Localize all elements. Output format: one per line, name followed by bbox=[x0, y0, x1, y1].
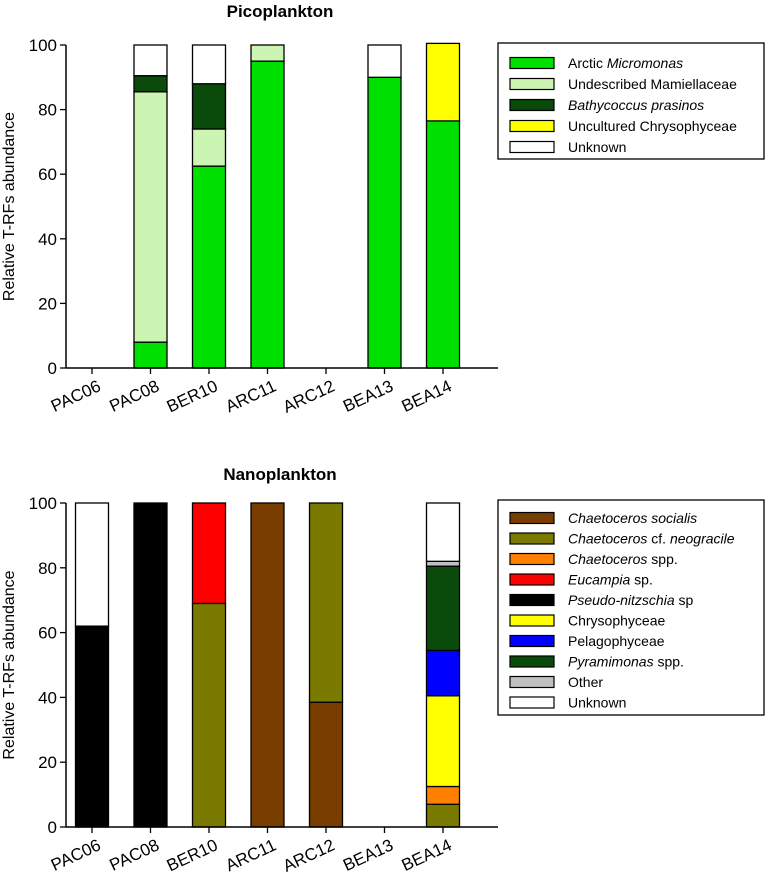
bar-pac06-pseudo-nitzschia-sp bbox=[74, 625, 110, 828]
y-tick-label: 80 bbox=[38, 559, 57, 578]
y-tick-label: 20 bbox=[38, 294, 57, 313]
y-tick-label: 40 bbox=[38, 230, 57, 249]
bar-bea14-chrysophyceae bbox=[425, 695, 461, 788]
x-tick-label: ARC11 bbox=[223, 376, 280, 416]
x-tick-label: PAC08 bbox=[106, 376, 162, 415]
legend-swatch-pelagophyceae bbox=[509, 634, 555, 648]
x-tick-label: BEA13 bbox=[340, 835, 396, 875]
bar-arc11-arctic-micromonas bbox=[250, 60, 285, 369]
bar-bea14-unknown bbox=[425, 502, 461, 562]
y-axis-label: Relative T-RFs abundance bbox=[1, 570, 18, 759]
chart-title: Nanoplankton bbox=[223, 465, 336, 484]
x-tick-label: BER10 bbox=[164, 835, 221, 875]
legend-swatch-unknown bbox=[509, 696, 555, 709]
bar-bea14-chaetoceros-spp bbox=[425, 785, 461, 805]
y-tick-label: 0 bbox=[48, 359, 57, 378]
x-tick-label: ARC11 bbox=[223, 835, 280, 875]
x-tick-label: ARC12 bbox=[280, 835, 338, 875]
legend-swatch-uncultured-chrysophyceae bbox=[509, 119, 555, 133]
y-tick-label: 80 bbox=[38, 101, 57, 120]
legend-swatch-chaetoceros-cf-neogracile bbox=[509, 532, 555, 545]
bar-pac08-bathycoccus-prasinos bbox=[133, 75, 168, 93]
bar-bea14-arctic-micromonas bbox=[425, 120, 461, 369]
bar-arc12-chaetoceros-socialis bbox=[308, 701, 344, 828]
bar-pac08-unknown bbox=[133, 44, 168, 77]
bar-pac08-pseudo-nitzschia-sp bbox=[133, 502, 168, 828]
legend-label-arctic-micromonas: Arctic Micromonas bbox=[568, 55, 683, 71]
legend-label-other: Other bbox=[568, 674, 603, 690]
legend-swatch-chrysophyceae bbox=[509, 614, 555, 627]
legend-swatch-eucampia-sp bbox=[509, 573, 555, 586]
bar-ber10-unknown bbox=[191, 44, 227, 85]
x-tick-label: PAC06 bbox=[48, 835, 104, 874]
legend-label-unknown: Unknown bbox=[568, 139, 626, 155]
y-axis-label: Relative T-RFs abundance bbox=[1, 112, 18, 301]
y-tick-label: 100 bbox=[29, 494, 57, 513]
bar-bea14-pyramimonas-spp bbox=[425, 565, 461, 652]
legend-label-pseudo-nitzschia-sp: Pseudo-nitzschia sp bbox=[568, 592, 694, 608]
x-tick-label: PAC08 bbox=[106, 835, 162, 874]
picoplankton-panel: Picoplankton Relative T-RFs abundance PAC0… bbox=[1, 2, 765, 417]
bar-arc11-undescribed-mamiellaceae bbox=[250, 44, 285, 62]
y-tick-label: 40 bbox=[38, 688, 57, 707]
bar-ber10-undescribed-mamiellaceae bbox=[191, 128, 227, 167]
legend-swatch-pseudo-nitzschia-sp bbox=[509, 593, 555, 607]
y-tick-label: 0 bbox=[48, 818, 57, 837]
chart-title: Picoplankton bbox=[227, 2, 334, 21]
bar-arc12-chaetoceros-cf-neogracile bbox=[308, 502, 344, 703]
x-tick-label: BER10 bbox=[164, 376, 221, 416]
bar-arc11-chaetoceros-socialis bbox=[250, 502, 285, 828]
legend-swatch-chaetoceros-spp bbox=[509, 552, 555, 566]
bar-bea14-pelagophyceae bbox=[425, 649, 461, 697]
nanoplankton-panel: Nanoplankton Relative T-RFs abundance PAC0… bbox=[1, 465, 765, 876]
legend-label-chaetoceros-spp: Chaetoceros spp. bbox=[568, 551, 678, 567]
x-tick-label: ARC12 bbox=[280, 376, 338, 416]
legend-label-pyramimonas-spp: Pyramimonas spp. bbox=[568, 654, 684, 670]
x-tick-label: BEA14 bbox=[399, 835, 455, 875]
bar-bea14-uncultured-chrysophyceae bbox=[425, 42, 461, 122]
bar-bea14-chaetoceros-cf-neogracile bbox=[425, 803, 461, 828]
legend-swatch-chaetoceros-socialis bbox=[509, 511, 555, 525]
bar-pac08-undescribed-mamiellaceae bbox=[133, 91, 168, 343]
y-tick-label: 60 bbox=[38, 165, 57, 184]
legend-swatch-unknown bbox=[509, 140, 555, 154]
legend-label-chaetoceros-socialis: Chaetoceros socialis bbox=[568, 510, 697, 526]
legend-label-unknown: Unknown bbox=[568, 695, 626, 711]
legend-swatch-pyramimonas-spp bbox=[509, 655, 555, 668]
y-tick-label: 100 bbox=[29, 36, 57, 55]
legend-label-undescribed-mamiellaceae: Undescribed Mamiellaceae bbox=[568, 76, 737, 92]
legend-swatch-undescribed-mamiellaceae bbox=[509, 77, 555, 91]
bar-ber10-bathycoccus-prasinos bbox=[191, 83, 227, 130]
bar-pac06-unknown bbox=[74, 502, 110, 627]
legend-swatch-other bbox=[509, 675, 555, 689]
legend-swatch-bathycoccus-prasinos bbox=[509, 98, 555, 112]
y-tick-label: 20 bbox=[38, 753, 57, 772]
legend-label-bathycoccus-prasinos: Bathycoccus prasinos bbox=[568, 97, 704, 113]
bar-ber10-eucampia-sp bbox=[191, 502, 227, 605]
x-tick-label: PAC06 bbox=[48, 376, 104, 415]
bar-ber10-arctic-micromonas bbox=[191, 165, 227, 369]
legend-label-uncultured-chrysophyceae: Uncultured Chrysophyceae bbox=[568, 118, 737, 134]
bar-ber10-chaetoceros-cf-neogracile bbox=[191, 602, 227, 828]
legend-label-eucampia-sp: Eucampia sp. bbox=[568, 572, 653, 588]
x-tick-label: BEA14 bbox=[399, 376, 455, 416]
y-tick-label: 60 bbox=[38, 624, 57, 643]
bar-bea13-unknown bbox=[367, 44, 402, 78]
bar-pac08-arctic-micromonas bbox=[133, 341, 168, 369]
bar-bea14-other bbox=[425, 560, 461, 567]
x-tick-label: BEA13 bbox=[340, 376, 396, 416]
legend-label-pelagophyceae: Pelagophyceae bbox=[568, 633, 665, 649]
bar-bea13-arctic-micromonas bbox=[367, 76, 402, 369]
legend-label-chaetoceros-cf-neogracile: Chaetoceros cf. neogracile bbox=[568, 531, 735, 547]
legend-label-chrysophyceae: Chrysophyceae bbox=[568, 613, 665, 629]
legend-swatch-arctic-micromonas bbox=[509, 56, 555, 70]
